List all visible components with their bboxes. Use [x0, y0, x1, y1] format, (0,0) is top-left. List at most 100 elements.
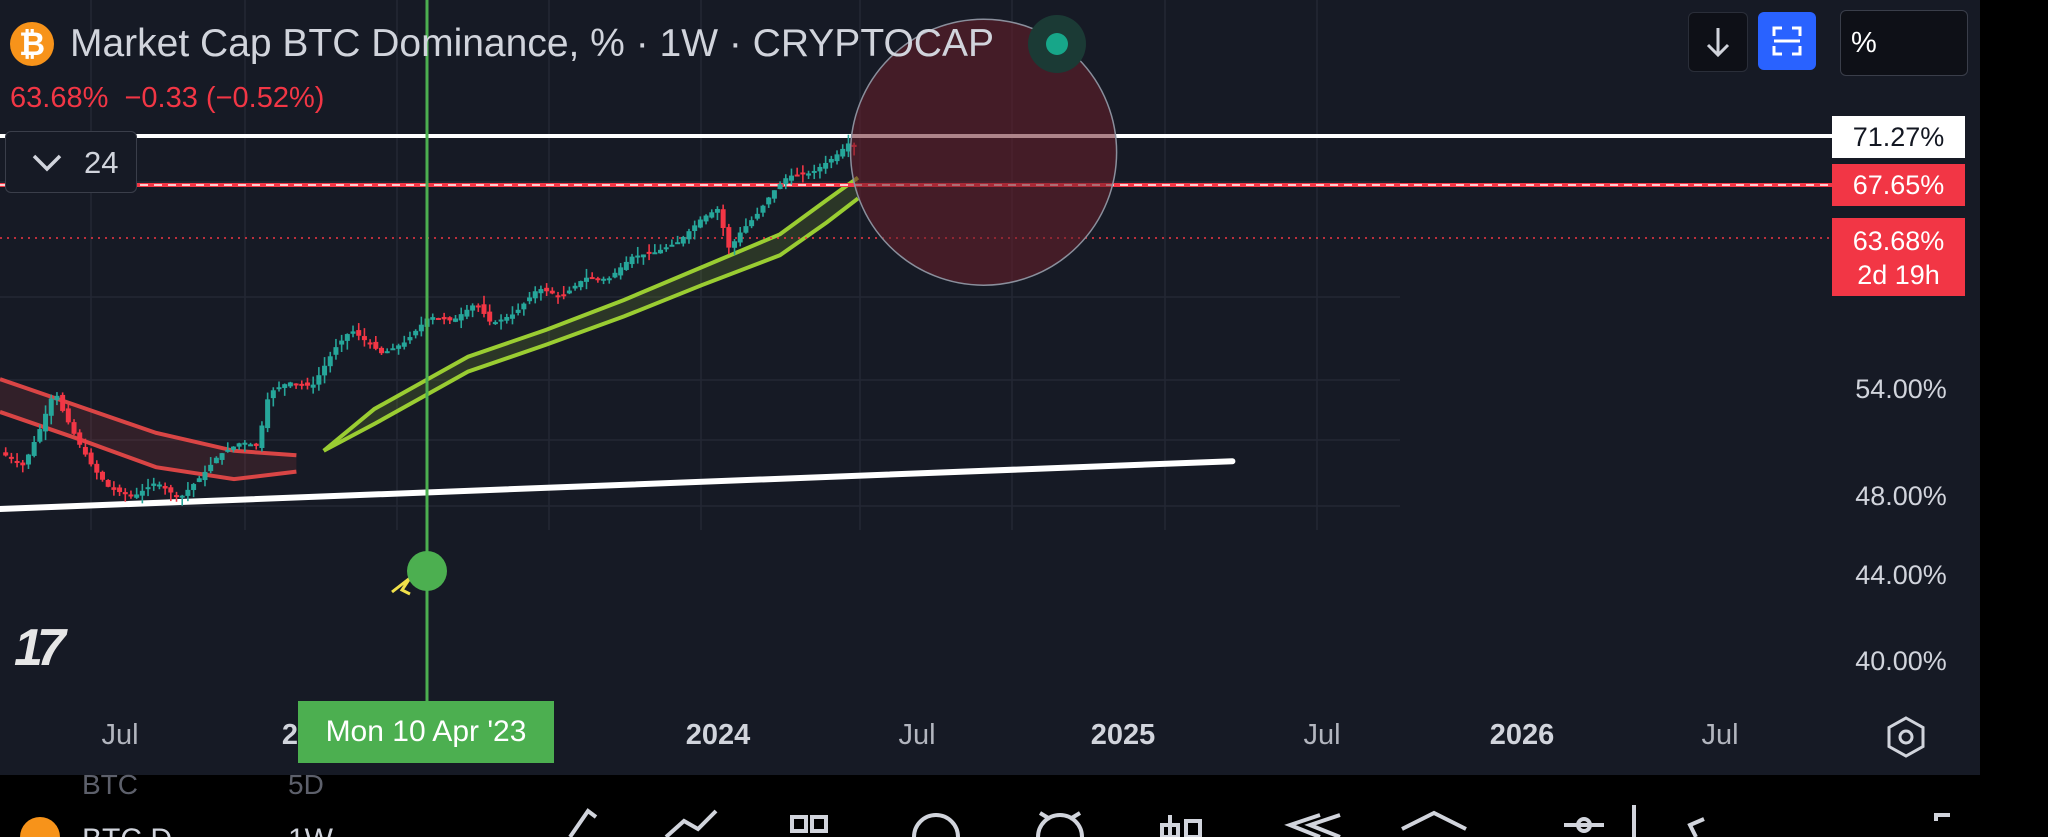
candle-body	[555, 295, 561, 298]
candle-body	[521, 303, 527, 310]
candle-body	[122, 492, 128, 495]
candle-body	[470, 305, 476, 311]
candle-body	[270, 390, 276, 399]
candle-body	[396, 345, 402, 349]
candle-body	[618, 267, 624, 276]
candle-body	[737, 232, 743, 243]
candle-body	[475, 305, 481, 308]
candle-body	[356, 330, 362, 336]
candle-body	[697, 219, 703, 228]
candle-body	[646, 251, 652, 254]
candle-body	[714, 209, 720, 213]
fullscreen-button[interactable]	[1758, 12, 1816, 70]
red-band-lower-line	[0, 410, 297, 482]
candle-body	[333, 347, 339, 355]
price-label: 40.00%	[1855, 646, 1947, 676]
fullscreen-icon	[1772, 26, 1802, 56]
candle-body	[623, 261, 629, 270]
candle-body	[777, 184, 783, 190]
candle-body	[248, 444, 254, 447]
indicators-toggle-button[interactable]: 24	[5, 131, 137, 193]
candle-body	[367, 342, 373, 345]
candle-body	[88, 452, 94, 465]
candle-body	[310, 384, 316, 388]
candle-body	[151, 483, 157, 486]
candle-body	[583, 277, 589, 282]
arrow-down-icon	[1706, 28, 1730, 58]
candle-body	[299, 383, 305, 386]
candle-body	[578, 281, 584, 288]
chart-area[interactable]: ₿ Market Cap BTC Dominance, % · 1W · CRY…	[0, 0, 1980, 775]
candle-body	[304, 382, 310, 386]
symbol-title[interactable]: Market Cap BTC Dominance, % · 1W · CRYPT…	[70, 22, 994, 65]
price-label: 54.00%	[1855, 374, 1947, 404]
candle-body	[8, 456, 14, 459]
price-chart[interactable]	[0, 0, 1980, 775]
candle-body	[806, 173, 812, 176]
candle-body	[686, 231, 692, 240]
current-price-value: 63.68%	[1852, 226, 1945, 256]
candle-countdown: 2d 19h	[1857, 260, 1940, 290]
candle-body	[3, 452, 9, 456]
watchlist-symbol[interactable]: BTC.D	[82, 823, 172, 837]
candle-body	[771, 190, 777, 199]
candle-body	[418, 324, 424, 332]
candle-body	[128, 494, 134, 497]
candle-body	[174, 495, 180, 498]
candle-body	[845, 143, 851, 152]
scale-mode-label: %	[1851, 27, 1877, 59]
candle-body	[196, 478, 202, 482]
candle-body	[487, 311, 493, 322]
candle-body	[293, 383, 299, 386]
watchlist-symbol[interactable]: BTC	[82, 769, 138, 800]
last-price: 63.68% −0.33 (−0.52%)	[10, 82, 324, 115]
candle-body	[817, 166, 823, 172]
chevron-down-icon	[32, 154, 62, 172]
candle-body	[401, 342, 407, 347]
time-label: Jul	[101, 719, 139, 751]
download-button[interactable]	[1688, 12, 1748, 72]
candle-body	[378, 347, 384, 354]
candle-body	[168, 487, 174, 493]
candle-body	[327, 356, 333, 367]
candle-body	[361, 336, 367, 341]
candle-body	[566, 290, 572, 294]
candle-body	[498, 319, 504, 322]
candle-body	[800, 172, 806, 175]
candle-body	[139, 490, 145, 496]
settings-hexagon-icon[interactable]	[1884, 715, 1928, 759]
candle-body	[276, 387, 282, 390]
candle-body	[840, 148, 846, 157]
candle-body	[20, 462, 26, 466]
price-label: 48.00%	[1855, 481, 1947, 511]
candle-body	[675, 242, 681, 245]
candle-body	[823, 162, 829, 169]
crosshair-point	[407, 551, 447, 591]
arrow-marker-icon	[391, 576, 412, 596]
candle-body	[709, 212, 715, 218]
candle-body	[788, 175, 794, 181]
candle-body	[703, 215, 709, 222]
highlight-circle	[849, 18, 1118, 286]
candle-body	[156, 484, 162, 487]
time-label: Jul	[1701, 719, 1739, 751]
candle-body	[65, 408, 71, 423]
drawing-tools-icons[interactable]	[540, 775, 2020, 837]
alert-price-tag[interactable]: 67.65%	[1832, 164, 1965, 206]
candle-body	[441, 316, 447, 320]
candle-body	[504, 317, 510, 321]
scale-mode-select[interactable]: %	[1840, 10, 1968, 76]
candle-body	[253, 443, 259, 446]
candle-body	[453, 318, 459, 322]
candle-body	[82, 446, 88, 455]
candle-body	[344, 334, 350, 341]
candle-body	[766, 197, 772, 205]
candle-body	[538, 289, 544, 294]
candle-body	[544, 287, 550, 292]
candle-body	[783, 178, 789, 185]
candle-body	[640, 254, 646, 258]
candle-body	[322, 365, 328, 376]
candle-body	[350, 331, 356, 334]
candle-body	[31, 442, 37, 456]
